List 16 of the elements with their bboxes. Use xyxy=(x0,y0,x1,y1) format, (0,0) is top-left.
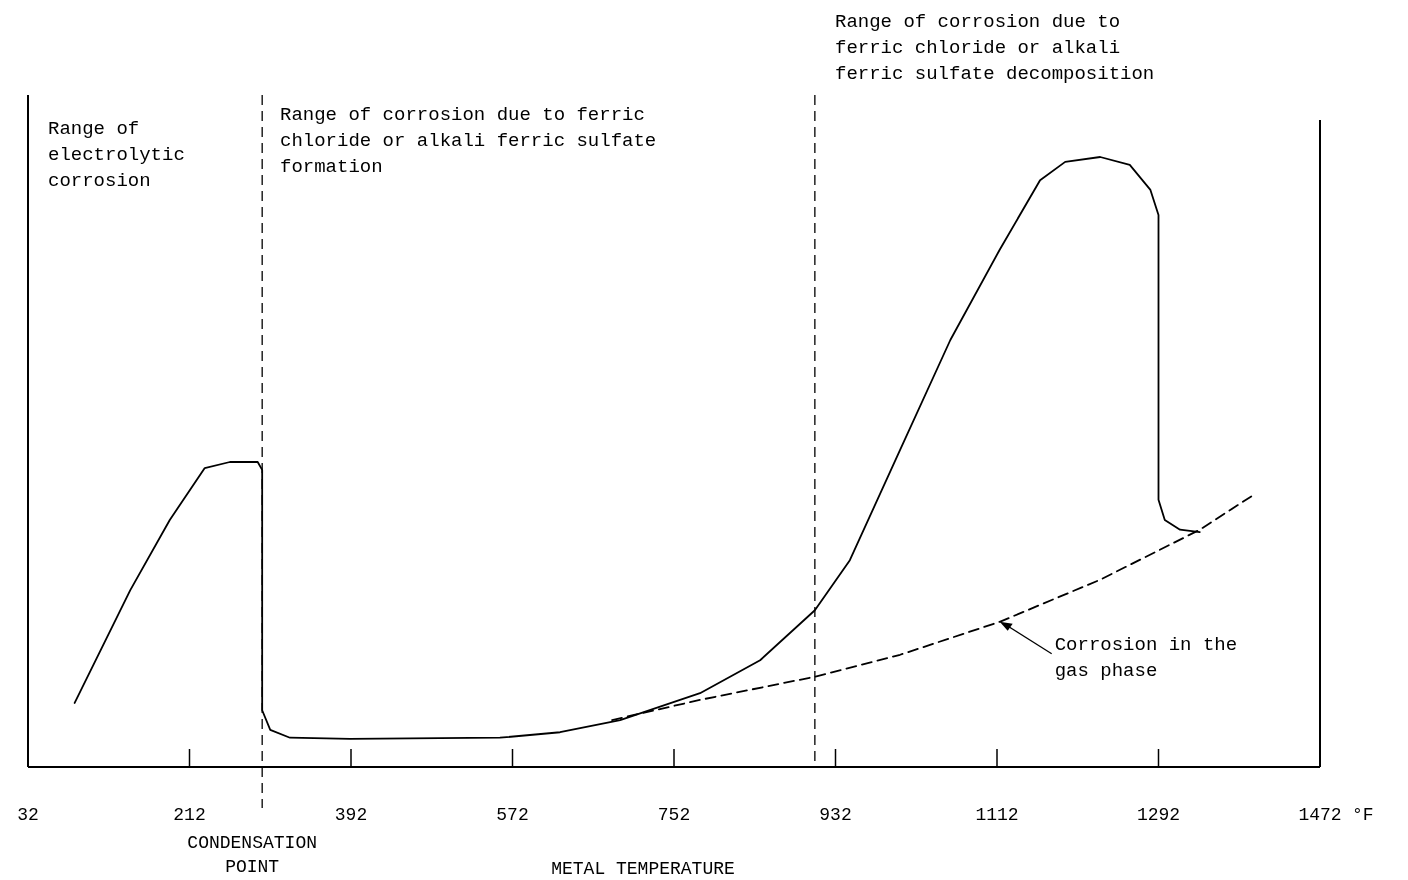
annotation: Range of electrolytic corrosion xyxy=(48,118,185,192)
x-tick-label: 572 xyxy=(496,805,529,825)
x-tick-label: 32 xyxy=(17,805,39,825)
x-tick-label: 1292 xyxy=(1136,805,1181,825)
x-tick-label: 212 xyxy=(173,805,206,825)
ref-line-label: CONDENSATION POINT xyxy=(187,833,317,877)
x-tick-label: 1472 xyxy=(1298,805,1342,825)
annotation: Corrosion in the gas phase xyxy=(1054,633,1238,682)
annotation: Range of corrosion due to ferric chloride or alkali ferric sulfate formation xyxy=(280,104,657,178)
x-tick-label: 1112 xyxy=(975,805,1019,825)
text: °F xyxy=(1352,805,1374,825)
x-axis-title: METAL TEMPERATURE xyxy=(551,859,735,879)
x-tick-label: 932 xyxy=(819,805,852,825)
text: Range of corrosion due to ferric chloride or alkali ferric sulfate decomposition xyxy=(835,11,1155,85)
x-tick-label: 392 xyxy=(334,805,368,825)
x-tick-label: 752 xyxy=(657,805,691,825)
